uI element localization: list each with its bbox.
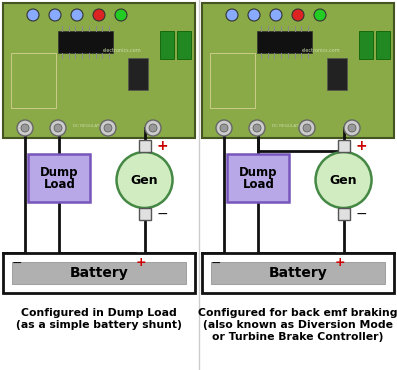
Circle shape — [93, 9, 105, 21]
Text: Battery: Battery — [69, 266, 128, 280]
Circle shape — [50, 120, 66, 136]
Circle shape — [226, 9, 238, 21]
FancyBboxPatch shape — [337, 140, 349, 152]
Text: +: + — [335, 256, 345, 269]
Circle shape — [21, 124, 29, 132]
FancyBboxPatch shape — [139, 208, 150, 220]
Text: +: + — [156, 139, 168, 153]
Text: (also known as Diversion Mode: (also known as Diversion Mode — [203, 320, 393, 330]
Circle shape — [104, 124, 112, 132]
FancyBboxPatch shape — [12, 262, 186, 284]
Circle shape — [248, 9, 260, 21]
Text: −: − — [156, 207, 168, 221]
FancyBboxPatch shape — [359, 31, 373, 59]
FancyBboxPatch shape — [29, 154, 91, 202]
Circle shape — [100, 120, 116, 136]
Text: Configured for back emf braking: Configured for back emf braking — [198, 308, 397, 318]
Circle shape — [27, 9, 39, 21]
Text: −: − — [12, 256, 22, 269]
Text: or Turbine Brake Controller): or Turbine Brake Controller) — [212, 332, 384, 342]
Circle shape — [216, 120, 232, 136]
FancyBboxPatch shape — [139, 140, 150, 152]
Circle shape — [17, 120, 33, 136]
Text: Configured in Dump Load: Configured in Dump Load — [21, 308, 177, 318]
Text: +: + — [136, 256, 146, 269]
FancyBboxPatch shape — [227, 154, 289, 202]
Text: DC REGULATOR: DC REGULATOR — [272, 124, 304, 128]
Text: −: − — [211, 256, 221, 269]
Circle shape — [299, 120, 315, 136]
Circle shape — [303, 124, 311, 132]
Text: Load: Load — [243, 178, 274, 191]
FancyBboxPatch shape — [257, 31, 312, 53]
Text: +: + — [356, 139, 367, 153]
Circle shape — [71, 9, 83, 21]
Text: −: − — [356, 207, 367, 221]
Text: DC REGULATOR: DC REGULATOR — [73, 124, 106, 128]
Text: Gen: Gen — [330, 174, 357, 186]
Circle shape — [117, 152, 173, 208]
Circle shape — [314, 9, 326, 21]
FancyBboxPatch shape — [58, 31, 113, 53]
Text: Dump: Dump — [239, 166, 278, 179]
FancyBboxPatch shape — [202, 253, 394, 293]
FancyBboxPatch shape — [202, 3, 394, 138]
FancyBboxPatch shape — [160, 31, 174, 59]
Text: Load: Load — [43, 178, 75, 191]
Text: electronics.com: electronics.com — [103, 48, 141, 54]
Circle shape — [253, 124, 261, 132]
Circle shape — [49, 9, 61, 21]
Circle shape — [292, 9, 304, 21]
Circle shape — [316, 152, 372, 208]
Circle shape — [115, 9, 127, 21]
FancyBboxPatch shape — [211, 262, 385, 284]
FancyBboxPatch shape — [376, 31, 390, 59]
Circle shape — [348, 124, 356, 132]
Text: Dump: Dump — [40, 166, 79, 179]
FancyBboxPatch shape — [128, 58, 148, 90]
FancyBboxPatch shape — [177, 31, 191, 59]
Circle shape — [149, 124, 157, 132]
Circle shape — [54, 124, 62, 132]
Text: (as a simple battery shunt): (as a simple battery shunt) — [16, 320, 182, 330]
FancyBboxPatch shape — [3, 3, 195, 138]
Circle shape — [344, 120, 360, 136]
Text: Gen: Gen — [131, 174, 158, 186]
Circle shape — [270, 9, 282, 21]
Circle shape — [249, 120, 265, 136]
Text: Battery: Battery — [269, 266, 328, 280]
FancyBboxPatch shape — [327, 58, 347, 90]
Circle shape — [220, 124, 228, 132]
FancyBboxPatch shape — [337, 208, 349, 220]
FancyBboxPatch shape — [3, 253, 195, 293]
Circle shape — [145, 120, 161, 136]
Text: electronics.com: electronics.com — [302, 48, 340, 54]
